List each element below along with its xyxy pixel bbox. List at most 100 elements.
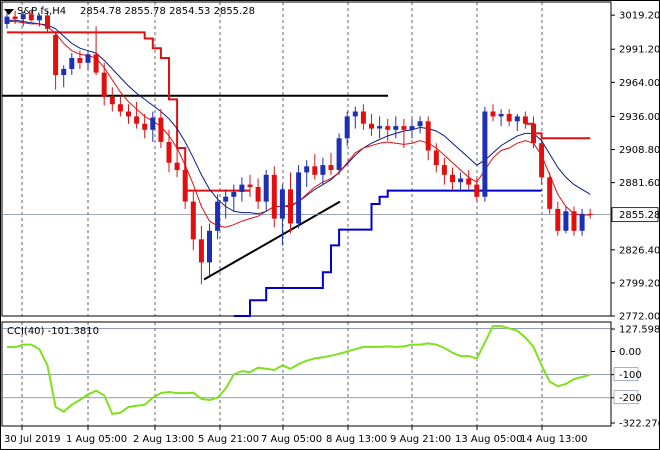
candle-body [101,72,107,97]
cci-pane[interactable]: CCI(40) -101.3810 [1,321,612,427]
candle-body [20,14,26,20]
time-tick-label: 13 Aug 05:00 [455,434,522,445]
candle-body [296,172,302,224]
candle-body [441,165,447,175]
candle-body [207,230,212,263]
candle-body [555,208,561,231]
current-price-badge [611,207,659,223]
candle-body [498,114,504,117]
candle-body [279,189,285,219]
price-tick-label: 2799.20 [619,278,660,289]
candle-body [320,165,326,175]
candle-body [239,184,245,192]
price-tick-label: 2936.00 [619,112,660,123]
price-tick-label: 2772.00 [619,312,660,323]
price-tick-label: 2881.60 [619,178,660,189]
candle-body [255,187,261,202]
candle-body [344,116,350,139]
ohlc-readout: 2854.78 2855.78 2854.53 2855.28 [80,6,255,17]
candle-body [166,142,172,163]
time-axis: 30 Jul 2019 1 Aug 05:00 2 Aug 13:00 5 Aug 2… [4,426,587,445]
candle-body [336,138,342,170]
cci-tick-label: 0.00 [619,347,641,358]
candle-body [328,165,334,170]
time-tick-label: 2 Aug 13:00 [133,434,194,445]
candle-body [531,123,536,144]
candle-body [53,34,59,76]
candle-body [150,117,156,130]
cci-tick-label: 127.5985 [619,325,660,336]
cci-tick-label: -100 [619,370,642,381]
price-tick-label: 2826.40 [619,245,660,256]
candle-body [458,178,464,183]
candle-body [539,143,545,178]
candle-body [85,54,91,63]
candle-body [312,166,318,175]
price-tick-label: 3019.20 [619,11,660,22]
candle-body [474,184,480,197]
candle-body [288,189,293,224]
candle-body [231,191,237,197]
candle-body [304,166,310,173]
candle-body [69,58,75,69]
candle-body [117,104,123,112]
time-tick-label: 8 Aug 13:00 [326,434,387,445]
candle-body [36,15,42,21]
candle-body [45,15,50,29]
candle-body [28,14,34,21]
current-price-label: 2855.28 [619,210,660,221]
time-tick-label: 30 Jul 2019 [4,434,61,445]
candle-body [190,201,196,240]
candle-body [466,178,472,185]
candle-body [4,16,10,24]
candle-body [401,126,407,130]
candle-body [369,123,374,129]
candle-body [409,126,415,130]
time-tick-label: 9 Aug 21:00 [390,434,451,445]
cci-marks [2,325,611,415]
candle-body [142,123,148,130]
price-tick-label: 2908.80 [619,145,660,156]
cci-axis: 127.5985 0.00 -100 -200 -322.2764 [611,325,660,430]
candle-body [393,126,399,130]
cci-level-badge [613,390,639,405]
cci-tick-label: -200 [619,393,642,404]
price-axis: 3019.20 2991.20 2964.00 2936.00 2908.80 2881.… [611,11,660,323]
candle-body [506,114,512,122]
time-tick-label: 14 Aug 13:00 [520,434,587,445]
price-plot-area [1,1,612,317]
candle-body [482,111,488,197]
candle-body [571,211,577,231]
candle-body [433,150,439,166]
cci-title: CCI(40) -101.3810 [7,326,99,337]
candle-body [490,111,496,117]
candle-body [417,121,423,127]
candle-body [360,111,366,124]
candle-body [271,174,277,219]
candle-body [109,96,115,105]
candle-body [563,211,569,231]
candle-body [134,116,140,124]
candle-body [126,111,131,117]
price-marks [2,9,611,317]
candle-body [450,174,455,183]
candle-body [385,126,391,130]
cci-plot-area [1,321,612,427]
price-tick-label: 2964.00 [619,78,660,89]
candle-body [522,116,528,124]
candle-body [174,162,180,170]
cci-tick-label: -322.2764 [619,419,660,430]
symbol-title: S&P,fs,H4 [17,6,66,17]
price-tick-label: 2991.20 [619,45,660,56]
candle-body [158,117,164,142]
candle-body [587,213,593,215]
candle-body [182,170,188,202]
candle-body [198,239,204,263]
candle-body [223,196,229,202]
candle-body [93,54,99,73]
time-tick-label: 1 Aug 05:00 [66,434,127,445]
price-pane[interactable]: S&P,fs,H4 2854.78 2855.78 2854.53 2855.2… [1,1,612,317]
collapse-arrow-icon[interactable] [4,9,14,15]
time-tick-label: 7 Aug 05:00 [261,434,322,445]
